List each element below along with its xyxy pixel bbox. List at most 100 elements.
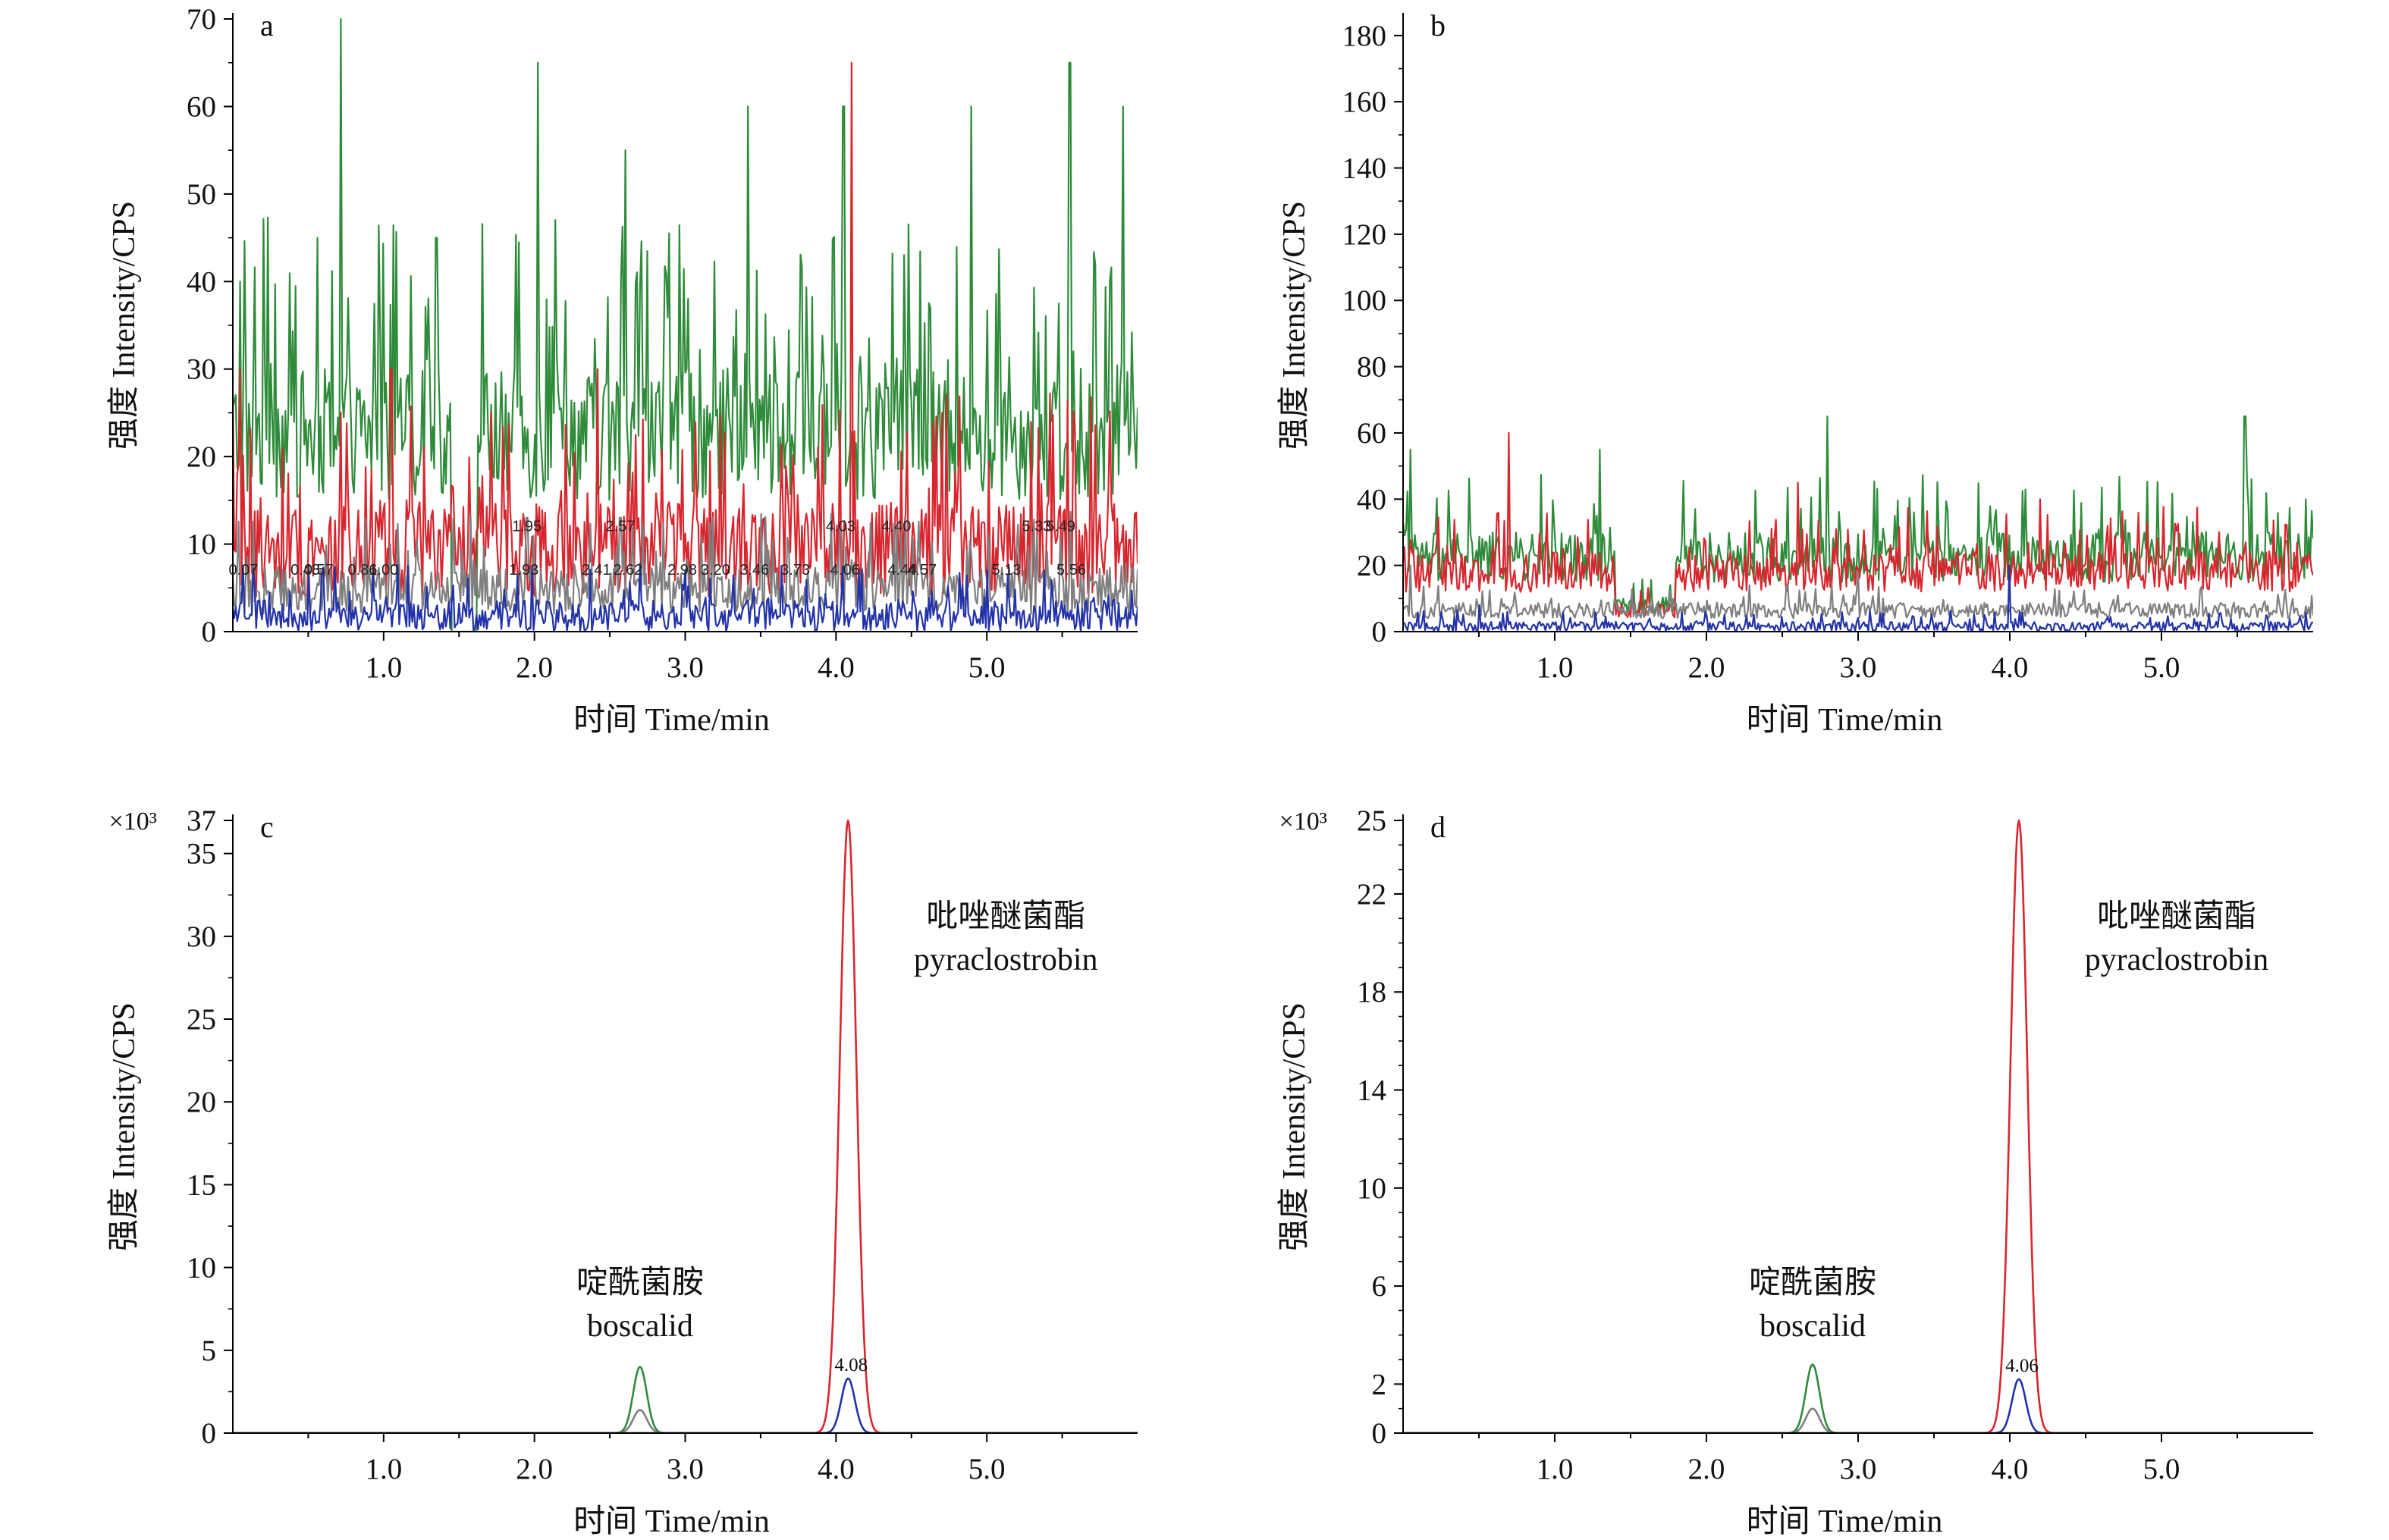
x-tick-label: 4.0 [1992,1453,2029,1485]
rt-label: 1.00 [369,562,398,579]
rt-label: 2.62 [613,562,642,579]
y-tick-label: 10 [1357,1172,1386,1205]
boscalid-cn-label: 啶酰菌胺 [576,1266,704,1300]
y-tick-label: 25 [1357,805,1386,837]
x-tick-label: 1.0 [1537,651,1574,684]
x-tick-label: 1.0 [365,1453,402,1485]
y-tick-label: 2 [1372,1368,1387,1400]
x-tick-label: 4.0 [818,1453,855,1485]
pyraclostrobin-cn-label: 吡唑醚菌酯 [926,899,1085,934]
peak-rt-label: 4.06 [2005,1356,2039,1376]
rt-labels: 0.07 0.480.57 0.861.00 1.95 1.93 2.41 2.57 2.62… [228,518,1086,579]
y-tick-label: 0 [1372,616,1387,648]
y-tick-label: 10 [187,528,216,561]
x-tick-label: 2.0 [516,1453,553,1485]
rt-label: 2.57 [606,518,636,535]
y-tick-label: 180 [1342,20,1387,52]
traces-a [233,17,1138,632]
y-tick-label: 0 [1372,1417,1387,1450]
series-green-line [233,17,1138,632]
x-tick-label: 4.0 [1992,651,2029,684]
x-tick-label: 1.0 [365,651,402,684]
x-tick-label: 3.0 [667,1453,704,1485]
y-tick-label: 5 [202,1335,217,1367]
panel-b: 0 20 40 60 80 100 120 140 160 180 1.0 2.0 3.0 4.0 5.0 时… [1277,8,2313,738]
boscalid-en-label: boscalid [1760,1309,1866,1344]
y-tick-label: 20 [187,441,216,473]
y-tick-label: 30 [187,353,216,386]
panel-a: 0 10 20 30 40 50 60 70 1.0 2.0 3.0 4.0 5.0 时间 Time/mi… [107,3,1138,738]
x-axis-title: 时间 Time/min [1747,1504,1943,1539]
series-blue-line [233,1377,1138,1433]
y-tick-label: 6 [1372,1270,1387,1303]
y-scale-note: ×10³ [109,808,157,836]
peak-rt-label: 4.08 [834,1355,868,1375]
rt-label: 4.40 [881,518,911,535]
panel-label: c [260,810,274,844]
y-tick-label: 160 [1342,86,1387,118]
panel-label: d [1430,810,1446,844]
y-tick-label: 140 [1342,152,1387,185]
y-tick-label: 20 [1357,550,1386,582]
boscalid-cn-label: 啶酰菌胺 [1749,1266,1876,1300]
x-tick-label: 5.0 [2143,1453,2180,1485]
series-green-line [233,1366,1138,1433]
traces-b [1403,416,2313,632]
x-axis-title: 时间 Time/min [573,1504,770,1539]
panel-label: b [1430,8,1446,42]
y-tick-label: 40 [187,265,216,298]
y-tick-label: 15 [187,1168,216,1201]
pyraclostrobin-cn-label: 吡唑醚菌酯 [2097,899,2256,934]
series-red-line [1403,431,2313,619]
y-tick-label: 20 [187,1086,216,1118]
rt-label: 0.48 [290,562,320,579]
series-blue-line [233,563,1138,632]
x-tick-label: 2.0 [1688,651,1725,684]
y-tick-label: 30 [187,921,216,953]
rt-label: 0.57 [304,562,334,579]
x-tick-label: 3.0 [667,651,704,684]
rt-label: 4.57 [907,562,937,579]
y-tick-label: 18 [1357,976,1386,1008]
y-tick-label: 0 [202,616,217,648]
rt-label: 4.44 [887,562,917,579]
x-tick-label: 4.0 [818,651,855,684]
rt-label: 2.41 [582,562,611,579]
y-axis-title: 强度 Intensity/CPS [1277,1002,1312,1251]
series-blue-line [1403,1378,2313,1433]
series-blue-line [1403,564,2313,632]
rt-label: 3.46 [739,562,769,579]
x-tick-label: 2.0 [516,651,553,684]
x-tick-label: 1.0 [1537,1453,1574,1485]
x-tick-label: 2.0 [1688,1453,1725,1485]
y-axis-title: 强度 Intensity/CPS [107,1002,142,1251]
rt-label: 0.86 [348,562,378,579]
rt-label: 2.98 [667,562,697,579]
panel-d: 0 2 6 10 14 18 22 25 1.0 2.0 3.0 4.0 5.0 时间 Time/min 强… [1277,805,2313,1539]
rt-label: 4.06 [830,562,860,579]
x-axis-title: 时间 Time/min [1747,703,1943,738]
rt-label: 3.73 [780,562,810,579]
series-green-line [1403,1363,2313,1433]
pyraclostrobin-en-label: pyraclostrobin [2085,943,2269,977]
series-gray-line [233,1409,1138,1433]
y-tick-label: 37 [187,805,216,837]
rt-label: 5.33 [1022,518,1051,535]
boscalid-en-label: boscalid [587,1309,693,1344]
series-gray-line [1403,564,2313,619]
x-axis-title: 时间 Time/min [573,703,770,738]
y-scale-note: ×10³ [1279,808,1327,836]
y-tick-label: 35 [187,838,216,870]
y-tick-label: 50 [187,178,216,211]
x-tick-label: 3.0 [1840,651,1877,684]
rt-label: 4.03 [826,518,855,535]
y-tick-label: 60 [187,90,216,123]
panel-label: a [260,8,274,42]
y-tick-label: 14 [1357,1074,1386,1107]
rt-label: 3.20 [701,562,730,579]
y-tick-label: 60 [1357,417,1386,450]
y-axis-title: 强度 Intensity/CPS [1277,201,1312,450]
rt-label: 5.56 [1056,562,1086,579]
